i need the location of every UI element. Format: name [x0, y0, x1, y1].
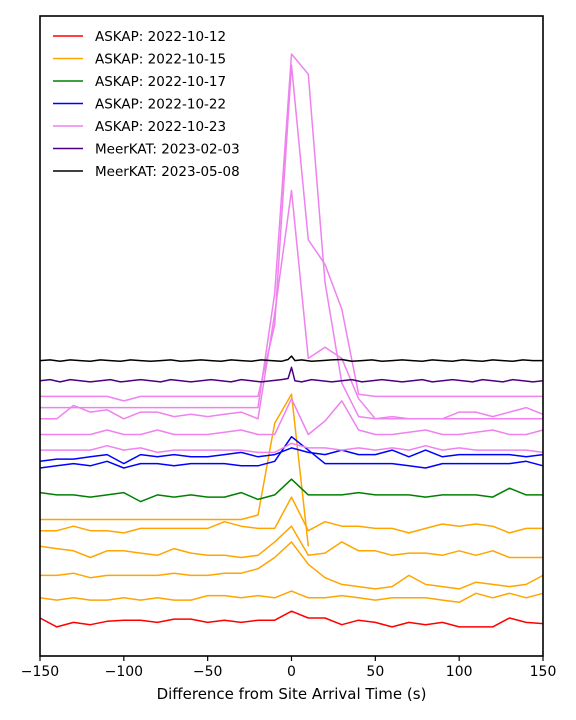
- x-tick-label: 150: [530, 664, 557, 680]
- x-tick-label: −100: [105, 664, 143, 680]
- x-tick-label: 50: [366, 664, 384, 680]
- x-tick-label: 0: [287, 664, 296, 680]
- x-tick-label: −50: [193, 664, 223, 680]
- legend-label: ASKAP: 2022-10-17: [95, 74, 226, 90]
- series-line-7: [39, 435, 544, 469]
- series-line-15: [39, 355, 543, 363]
- series-line-5: [40, 393, 310, 547]
- x-axis-label: Difference from Site Arrival Time (s): [157, 685, 427, 703]
- series-line-2: [40, 541, 544, 590]
- x-tick-label: −150: [21, 664, 59, 680]
- legend-label: ASKAP: 2022-10-22: [95, 97, 226, 113]
- series-line-4: [40, 496, 543, 534]
- legend-label: MeerKAT: 2023-02-03: [95, 142, 240, 158]
- series-line-6: [39, 478, 543, 503]
- series-line-0: [39, 610, 544, 628]
- series-line-8: [39, 447, 544, 465]
- legend: ASKAP: 2022-10-12 ASKAP: 2022-10-15 ASKAP:…: [53, 29, 240, 180]
- series-line-9: [40, 442, 544, 454]
- series-line-1: [39, 590, 544, 604]
- series-layer: [39, 53, 544, 628]
- series-line-12: [40, 64, 543, 402]
- series-line-14: [39, 366, 544, 383]
- series-line-13: [40, 53, 543, 420]
- series-line-10: [40, 397, 544, 436]
- legend-label: ASKAP: 2022-10-15: [95, 52, 226, 68]
- x-tick-label: 100: [446, 664, 473, 680]
- legend-label: ASKAP: 2022-10-23: [95, 119, 226, 135]
- x-axis-ticks: −150 −100 −50 0 50 100 150: [21, 656, 557, 680]
- legend-label: ASKAP: 2022-10-12: [95, 29, 226, 45]
- legend-label: MeerKAT: 2023-05-08: [95, 164, 240, 180]
- series-line-11: [40, 189, 544, 420]
- series-line-3: [39, 525, 543, 559]
